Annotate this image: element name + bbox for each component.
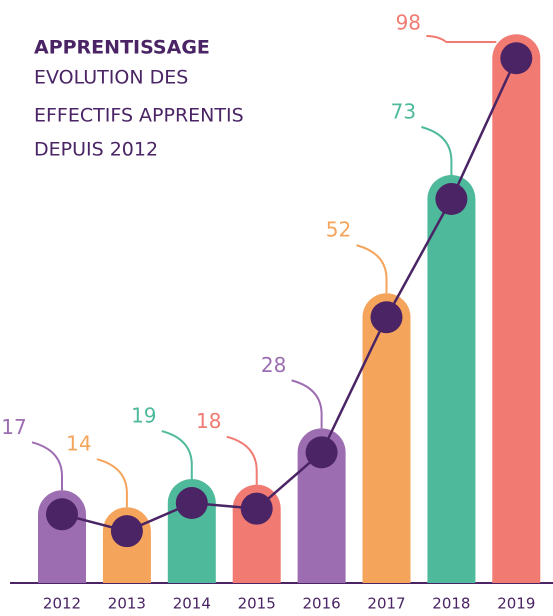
value-label: 14 [66, 432, 91, 456]
leader-line [421, 126, 453, 176]
x-tick-label: 2014 [173, 595, 211, 613]
x-tick-label: 2013 [108, 595, 146, 613]
subtitle-line: EVOLUTION DES [34, 67, 188, 89]
point [240, 492, 273, 525]
x-tick-label: 2016 [303, 595, 341, 613]
x-tick-label: 2017 [367, 595, 405, 613]
leader-line [291, 379, 323, 429]
point [110, 515, 143, 548]
value-label: 19 [131, 404, 156, 428]
value-label: 52 [326, 218, 351, 242]
x-tick-label: 2015 [238, 595, 276, 613]
subtitle-line: DEPUIS 2012 [34, 139, 158, 161]
point [305, 436, 338, 469]
leader-line [31, 441, 63, 491]
point [435, 183, 468, 216]
bar [427, 175, 476, 583]
value-label: 28 [261, 353, 286, 377]
leader-line [161, 430, 193, 480]
leader-line [426, 35, 497, 43]
x-tick-label: 2012 [43, 595, 81, 613]
point [370, 301, 403, 334]
x-tick-label: 2018 [432, 595, 470, 613]
value-label: 98 [396, 11, 421, 35]
point [46, 498, 78, 531]
value-label: 17 [1, 415, 26, 439]
bar [492, 34, 541, 583]
x-tick-label: 2019 [497, 595, 535, 613]
point [500, 42, 533, 75]
bar [297, 428, 346, 583]
leader-line [226, 435, 258, 485]
chart-title: APPRENTISSAGE [34, 37, 210, 59]
point [175, 487, 208, 520]
subtitle-line: EFFECTIFS APPRENTIS [34, 105, 244, 127]
value-label: 73 [391, 100, 416, 124]
bar [362, 293, 411, 583]
leader-line [356, 244, 388, 294]
leader-line [96, 458, 128, 508]
value-label: 18 [196, 409, 221, 433]
